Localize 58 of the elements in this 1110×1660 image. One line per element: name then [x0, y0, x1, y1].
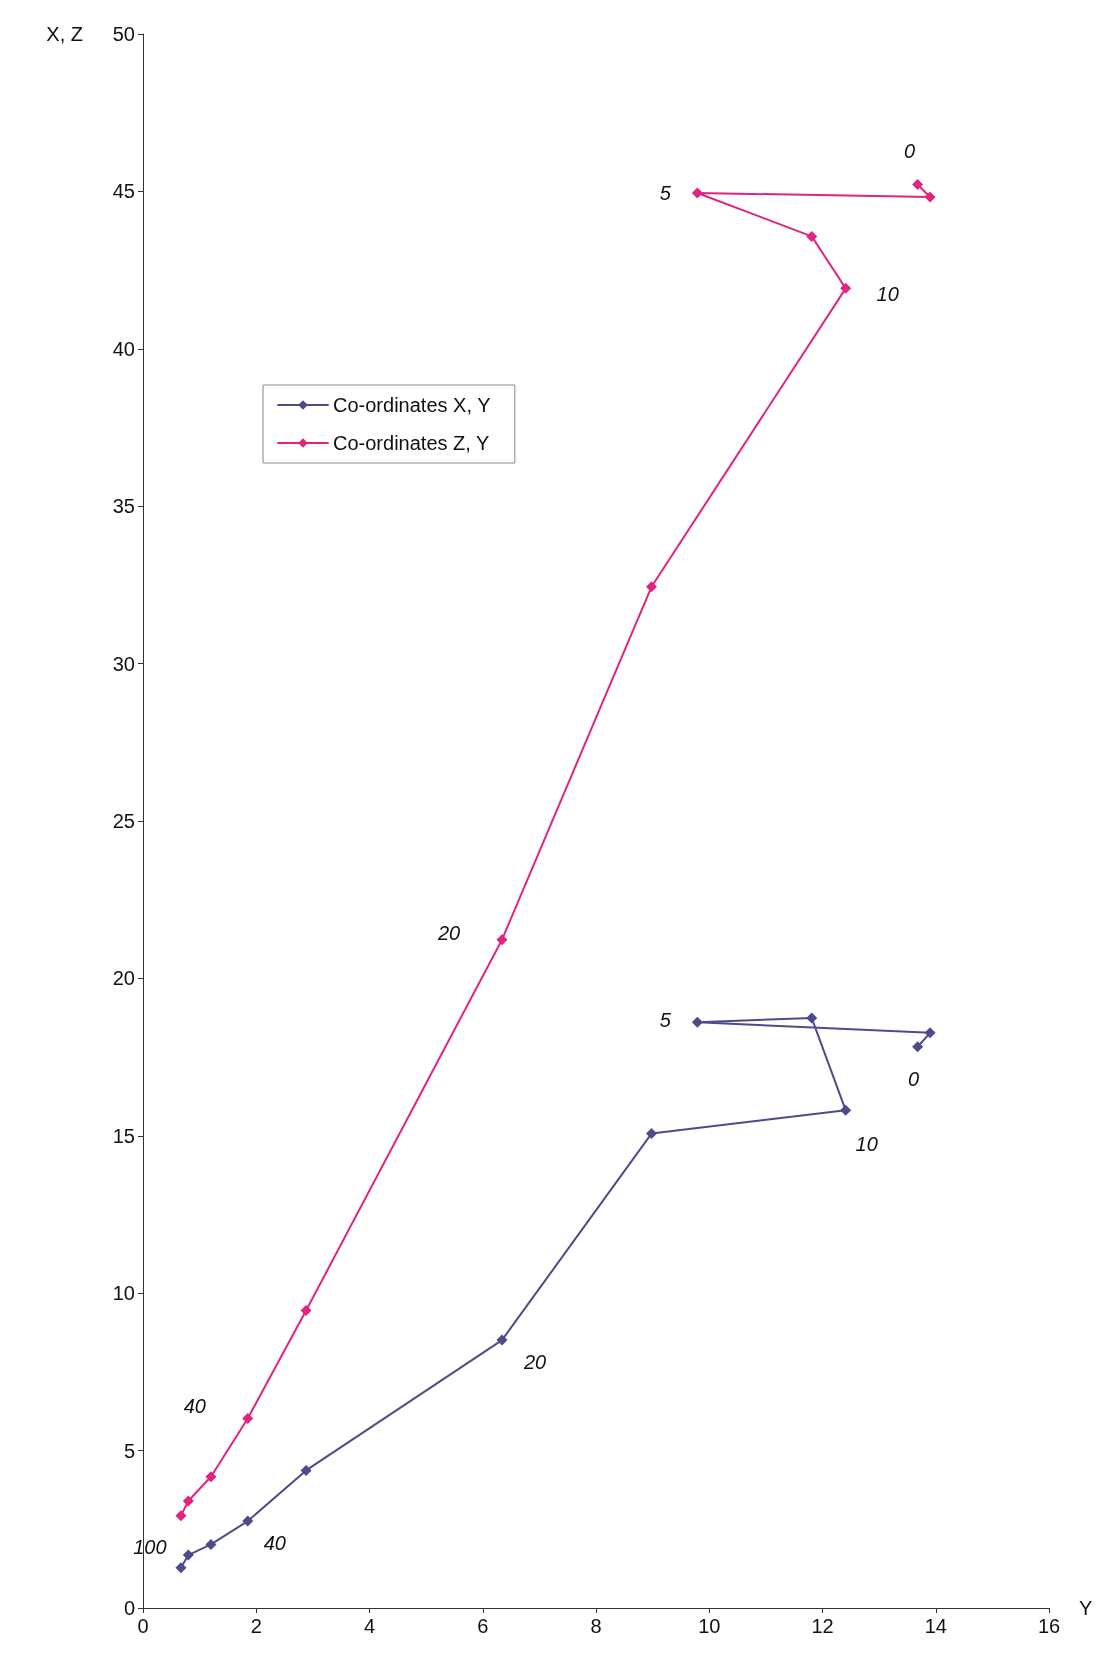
point [924, 1027, 936, 1039]
point [175, 1510, 187, 1522]
annotation: 40 [263, 1532, 286, 1555]
y-tick-label: 40 [112, 337, 135, 360]
annotation: 20 [522, 1351, 547, 1374]
point [496, 934, 508, 946]
point [806, 230, 818, 242]
point [182, 1549, 194, 1561]
annotation: 5 [659, 1009, 672, 1032]
y-tick-label: 25 [112, 810, 135, 832]
y-tick-label: 20 [112, 967, 135, 990]
annotation: 10 [876, 283, 899, 306]
legend-label: Co-ordinates X, Y [333, 394, 491, 416]
annotation: 0 [904, 140, 916, 163]
x-tick-label: 0 [137, 1615, 149, 1637]
point [645, 581, 657, 593]
x-tick-label: 6 [477, 1615, 489, 1637]
point [175, 1562, 187, 1574]
point [691, 1016, 703, 1028]
y-tick-label: 35 [112, 495, 135, 518]
point [912, 1041, 924, 1053]
x-tick-label: 8 [590, 1615, 602, 1637]
point [182, 1495, 194, 1507]
x-tick-label: 12 [811, 1615, 834, 1637]
annotation: 0 [908, 1067, 920, 1090]
annotation: 20 [436, 921, 461, 944]
x-tick-label: 4 [363, 1615, 376, 1637]
y-tick-label: 5 [123, 1439, 135, 1462]
point [300, 1464, 312, 1476]
point [840, 1104, 852, 1116]
y-tick-label: 30 [112, 652, 135, 675]
x-tick-label: 2 [250, 1615, 262, 1637]
y-tick-label: 50 [112, 23, 135, 45]
y-tick-label: 15 [112, 1124, 135, 1147]
legend-label: Co-ordinates Z, Y [333, 432, 490, 454]
y-tick-label: 10 [112, 1282, 135, 1305]
x-axis-title: Y [1079, 1597, 1093, 1619]
point [806, 1012, 818, 1024]
annotation: 40 [183, 1395, 206, 1418]
x-tick-label: 10 [698, 1615, 721, 1637]
annotation: 10 [855, 1133, 878, 1156]
point [924, 191, 936, 203]
point [205, 1538, 217, 1550]
point [300, 1305, 312, 1317]
x-tick-label: 16 [1037, 1615, 1061, 1637]
point [242, 1515, 254, 1527]
point [205, 1471, 217, 1483]
point [242, 1412, 254, 1424]
annotation: 5 [659, 181, 672, 204]
point [912, 178, 924, 190]
point [645, 1128, 657, 1140]
y-tick-label: 0 [123, 1597, 135, 1619]
point [691, 187, 703, 199]
y-axis-title: X, Z [46, 23, 83, 45]
x-tick-label: 14 [924, 1615, 947, 1637]
point [840, 282, 852, 294]
point [496, 1334, 508, 1346]
y-tick-label: 45 [112, 180, 135, 203]
